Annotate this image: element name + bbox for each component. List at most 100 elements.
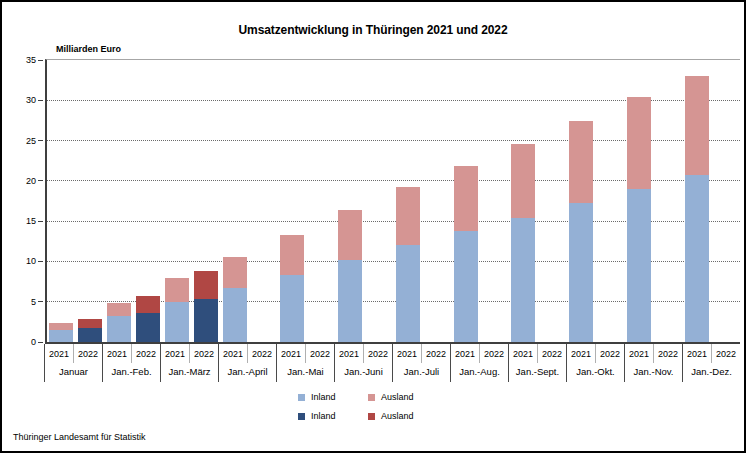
bar-segment-inland-2021: [511, 218, 535, 342]
x-axis-group: 20212022Jan.-Nov.: [625, 344, 683, 382]
legend-swatch-ausland-2021: [368, 394, 375, 401]
y-axis-tick-label: 30: [26, 94, 36, 106]
category-label: Jan.-Nov.: [625, 363, 682, 380]
category-label: Januar: [45, 363, 102, 380]
year-label-row: 20212022: [451, 344, 508, 363]
y-axis-tick-label: 25: [26, 135, 36, 147]
legend-swatch-inland-2022: [298, 413, 305, 420]
category-label: Jan.-April: [219, 363, 276, 380]
x-axis-group: 20212022Jan.-Dez.: [683, 344, 740, 382]
category-label: Jan.-Sept.: [509, 363, 566, 380]
year-label: 2021: [509, 344, 538, 363]
year-label: 2021: [219, 344, 248, 363]
year-label: 2022: [596, 344, 624, 363]
x-axis-group: 20212022Jan.-April: [219, 344, 277, 382]
y-axis-tick: [38, 301, 43, 302]
year-label: 2021: [161, 344, 190, 363]
bar-segment-inland-2021: [338, 260, 362, 342]
year-label: 2022: [306, 344, 334, 363]
y-axis-tick-label: 5: [31, 296, 36, 308]
year-label: 2022: [654, 344, 682, 363]
x-axis-group: 20212022Jan.-Feb.: [103, 344, 161, 382]
year-label: 2021: [277, 344, 306, 363]
x-axis-group: 20212022Jan.-Sept.: [509, 344, 567, 382]
y-axis-tick: [38, 261, 43, 262]
category-label: Jan.-Mai: [277, 363, 334, 380]
year-label-row: 20212022: [509, 344, 566, 363]
y-axis-tick-label: 35: [26, 54, 36, 66]
bar-segment-ausland-2021: [685, 76, 709, 175]
year-label: 2021: [451, 344, 480, 363]
bar-segment-ausland-2021: [454, 166, 478, 231]
bar-segment-ausland-2021: [338, 210, 362, 260]
year-label-row: 20212022: [219, 344, 276, 363]
category-label: Jan.-März: [161, 363, 218, 380]
legend-item-inland-2021: Inland: [298, 392, 368, 402]
category-label: Jan.-Juli: [393, 363, 450, 380]
year-label: 2022: [132, 344, 160, 363]
bar-segment-inland-2022: [78, 328, 102, 342]
bar-segment-ausland-2021: [223, 257, 247, 288]
year-label-row: 20212022: [103, 344, 160, 363]
bar-segment-ausland-2021: [569, 121, 593, 202]
year-label: 2022: [364, 344, 392, 363]
x-axis-group: 20212022Jan.-März: [161, 344, 219, 382]
year-label: 2021: [567, 344, 596, 363]
year-label-row: 20212022: [277, 344, 334, 363]
x-axis-group: 20212022Jan.-Juli: [393, 344, 451, 382]
legend-label: Ausland: [381, 392, 414, 402]
y-axis-tick: [38, 221, 43, 222]
bar-segment-ausland-2022: [78, 319, 102, 328]
bar-segment-inland-2021: [454, 231, 478, 342]
x-axis-group: 20212022Jan.-Mai: [277, 344, 335, 382]
x-axis-group: 20212022Jan.-Okt.: [567, 344, 625, 382]
category-label: Jan.-Aug.: [451, 363, 508, 380]
legend-item-ausland-2022: Ausland: [368, 411, 438, 421]
year-label-row: 20212022: [567, 344, 624, 363]
bar-segment-ausland-2021: [511, 144, 535, 218]
x-axis-group: 20212022Januar: [45, 344, 103, 382]
y-axis-tick-label: 20: [26, 175, 36, 187]
legend-swatch-inland-2021: [298, 394, 305, 401]
bar-segment-ausland-2021: [165, 278, 189, 302]
bar-segment-inland-2021: [685, 175, 709, 342]
y-axis-unit-label: Milliarden Euro: [56, 44, 121, 54]
year-label-row: 20212022: [683, 344, 740, 363]
year-label: 2022: [248, 344, 276, 363]
legend-item-ausland-2021: Ausland: [368, 392, 438, 402]
category-label: Jan.-Okt.: [567, 363, 624, 380]
legend-label: Ausland: [381, 411, 414, 421]
bar-segment-ausland-2022: [136, 296, 160, 313]
bar-segment-inland-2021: [165, 302, 189, 342]
bar-segment-ausland-2021: [627, 97, 651, 189]
year-label: 2022: [538, 344, 566, 363]
bar-segment-inland-2021: [627, 189, 651, 342]
year-label: 2022: [74, 344, 102, 363]
source-text: Thüringer Landesamt für Statistik: [13, 432, 146, 442]
year-label: 2021: [45, 344, 74, 363]
y-axis-tick-label: 0: [31, 336, 36, 348]
bar-segment-ausland-2021: [396, 187, 420, 245]
bar-segment-inland-2021: [223, 288, 247, 342]
chart-title: Umsatzentwicklung in Thüringen 2021 und …: [2, 23, 744, 37]
legend: Inland Ausland Inland Ausland: [298, 392, 438, 421]
bar-segment-inland-2021: [396, 245, 420, 342]
bar-segment-ausland-2021: [49, 323, 73, 330]
year-label: 2022: [480, 344, 508, 363]
year-label: 2022: [422, 344, 450, 363]
bar-segment-inland-2021: [49, 330, 73, 342]
x-axis-group: 20212022Jan.-Aug.: [451, 344, 509, 382]
x-axis-group: 20212022Jan.-Juni: [335, 344, 393, 382]
year-label: 2021: [103, 344, 132, 363]
bar-segment-inland-2021: [107, 316, 131, 342]
x-axis: 20212022Januar20212022Jan.-Feb.20212022J…: [44, 344, 740, 382]
chart-frame: Umsatzentwicklung in Thüringen 2021 und …: [0, 0, 746, 453]
year-label: 2021: [393, 344, 422, 363]
bar-segment-ausland-2021: [280, 235, 304, 275]
bar-segment-inland-2022: [194, 299, 218, 343]
year-label: 2021: [683, 344, 712, 363]
y-axis-tick-label: 10: [26, 255, 36, 267]
legend-item-inland-2022: Inland: [298, 411, 368, 421]
year-label: 2021: [625, 344, 654, 363]
y-axis-tick: [38, 60, 43, 61]
